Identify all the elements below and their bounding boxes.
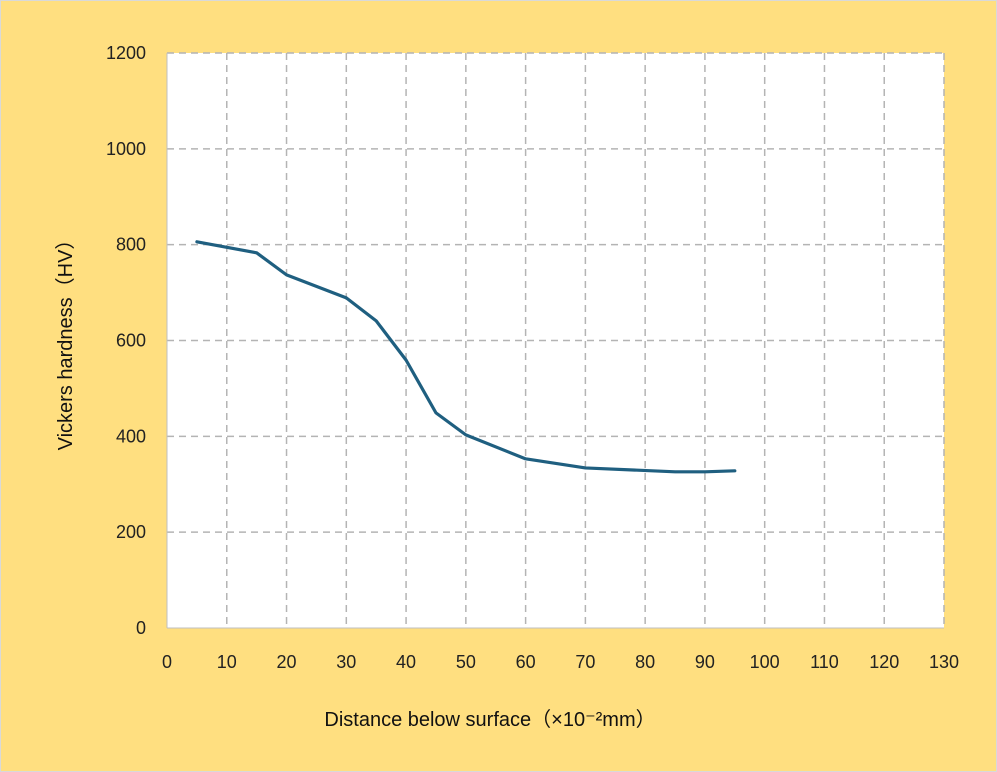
- x-tick-label: 20: [277, 652, 297, 672]
- x-tick-label: 130: [929, 652, 959, 672]
- x-tick-label: 110: [810, 652, 839, 672]
- x-tick-label: 90: [695, 652, 715, 672]
- y-tick-label: 400: [116, 426, 146, 446]
- x-tick-label: 60: [516, 652, 536, 672]
- x-tick-label: 30: [336, 652, 356, 672]
- x-tick-label: 50: [456, 652, 476, 672]
- x-tick-label: 80: [635, 652, 655, 672]
- y-tick-label: 0: [136, 618, 146, 638]
- y-axis-label: Vickers hardness（HV）: [54, 230, 77, 451]
- y-tick-label: 800: [116, 235, 146, 255]
- x-tick-label: 120: [869, 652, 899, 672]
- x-tick-label: 40: [396, 652, 416, 672]
- x-tick-label: 70: [575, 652, 595, 672]
- x-tick-label: 10: [217, 652, 237, 672]
- x-tick-label: 100: [750, 652, 780, 672]
- y-tick-label: 200: [116, 522, 146, 542]
- y-tick-label: 1200: [106, 43, 146, 63]
- y-tick-label: 1000: [106, 139, 146, 159]
- x-tick-label: 0: [162, 652, 172, 672]
- x-axis-label: Distance below surface（×10⁻²mm）: [324, 708, 655, 731]
- y-tick-label: 600: [116, 331, 146, 351]
